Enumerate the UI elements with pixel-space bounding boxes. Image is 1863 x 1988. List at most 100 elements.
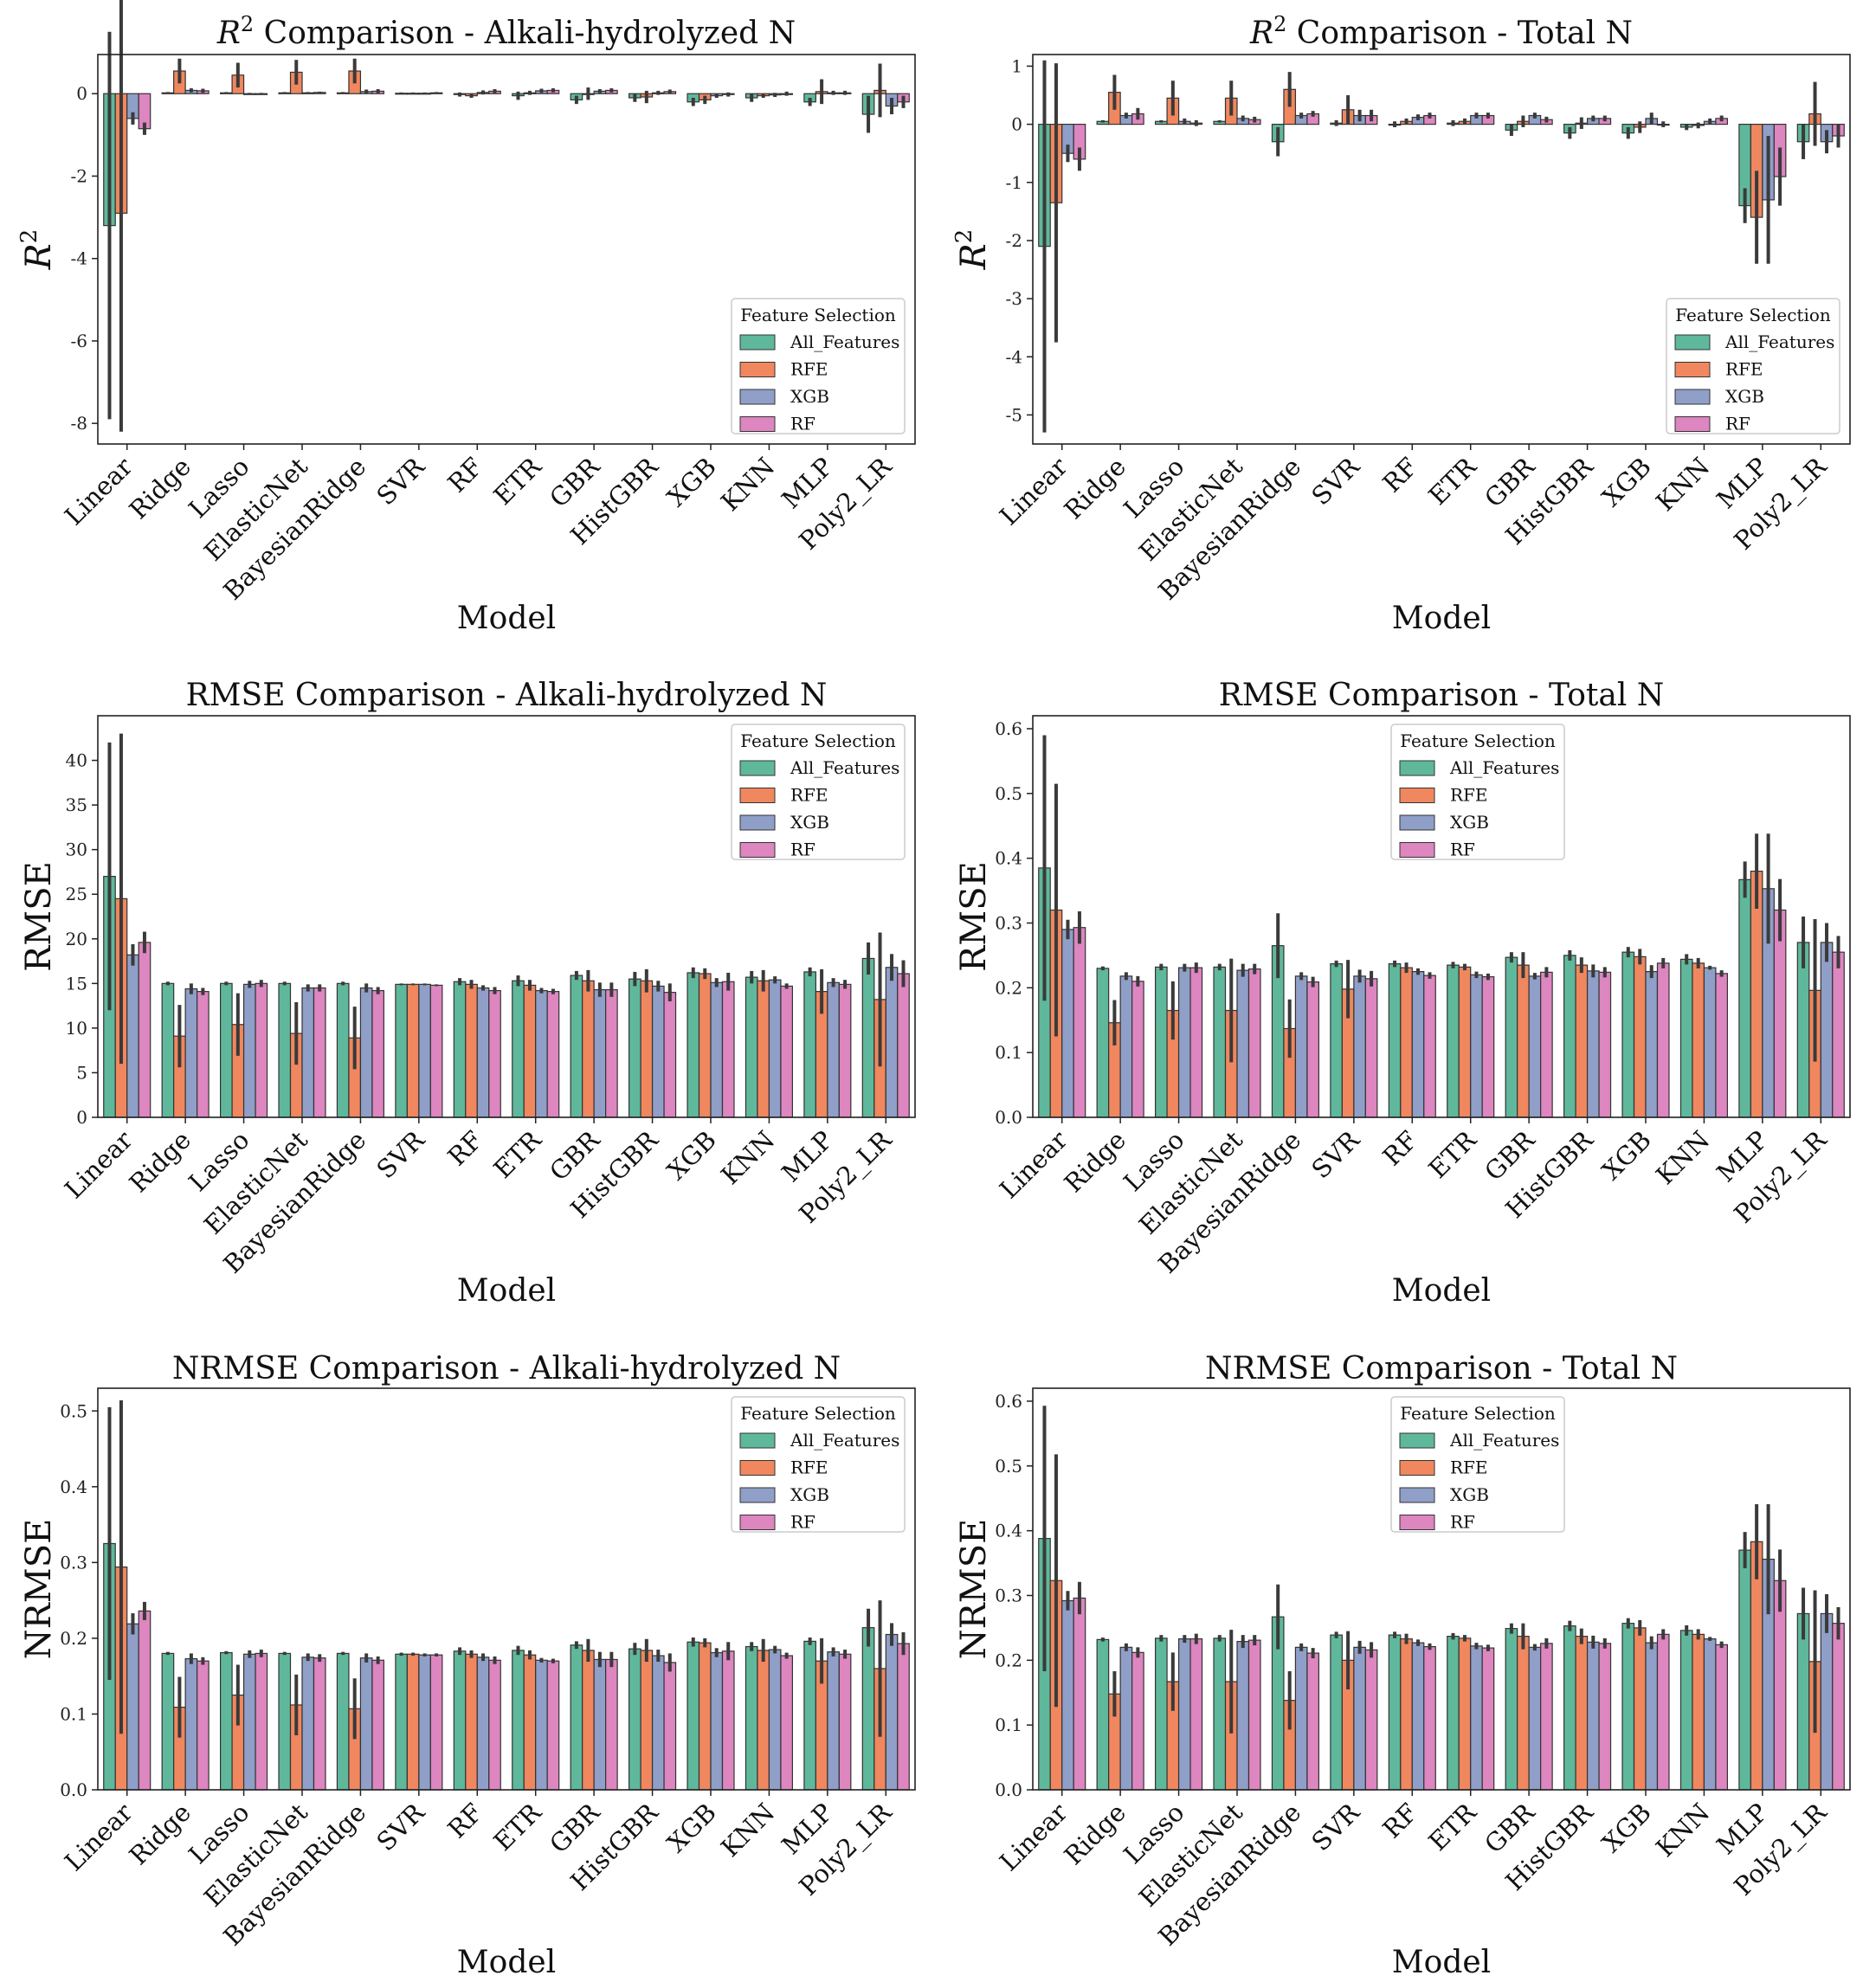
bar-rf-xgb [1656, 1633, 1670, 1791]
legend-label-xgb: XGB [790, 386, 829, 407]
bar-rf-gbr [605, 1658, 618, 1791]
chart-panel-2: R2 Comparison - Total N 1 0 -1 -2 -3 -4 -5 R2 Lin… [951, 12, 1851, 636]
plot-frame [97, 54, 916, 445]
bar-xgb-xgb [1645, 971, 1659, 1118]
x-tick-label-rf: RF [442, 1125, 489, 1172]
legend-swatch-xgb [739, 389, 776, 405]
legend-label-rf: RF [790, 1512, 815, 1533]
bar-rf-gbr [1540, 1643, 1553, 1791]
bar-rf-knn [1715, 973, 1729, 1118]
bar-all_features-poly2_lr [861, 1627, 875, 1791]
bar-all_features-gbr [1505, 1628, 1518, 1791]
y-tick-label: 0.3 [995, 912, 1022, 933]
bar-rf-elasticnet [313, 987, 326, 1118]
bar-xgb-bayesianridge [359, 987, 373, 1118]
bar-xgb-elasticnet [1236, 969, 1250, 1118]
bar-rfe-xgb [698, 1642, 712, 1791]
bar-rf-rf [1423, 1646, 1436, 1791]
bar-rf-svr [429, 1654, 443, 1791]
bar-xgb-gbr [1528, 1646, 1542, 1791]
y-tick-label: -5 [1006, 404, 1022, 425]
x-tick-label-etr: ETR [1423, 451, 1483, 511]
y-tick-label: 35 [66, 795, 87, 815]
legend-label-rfe: RFE [790, 785, 828, 806]
legend-label-rfe: RFE [790, 1457, 828, 1478]
bar-all_features-xgb [687, 972, 700, 1118]
legend-swatch-xgb [739, 1487, 776, 1503]
bar-all_features-elasticnet [1213, 966, 1227, 1118]
y-tick-label: 10 [66, 1018, 87, 1039]
legend-label-all_features: All_Features [790, 1430, 899, 1451]
bar-rfe-rf [1400, 967, 1413, 1118]
bar-rfe-xgb [1633, 955, 1647, 1118]
chart-panel-1: R2 Comparison - Alkali-hydrolyzed N 0 -2 -4… [16, 0, 916, 636]
title-sup: 2 [1273, 12, 1286, 36]
y-tick-label: 0.0 [60, 1779, 87, 1800]
legend-label-rfe: RFE [790, 359, 828, 380]
y-tick-label: 0.3 [995, 1585, 1022, 1605]
bar-all_features-gbr [570, 975, 583, 1118]
y-tick-label: 15 [66, 973, 87, 994]
x-tick-label-knn: KNN [715, 452, 780, 517]
bar-rfe-rf [1400, 1638, 1413, 1791]
title-text: Comparison - Alkali-hydrolyzed N [254, 16, 796, 51]
x-tick-label-etr: ETR [1423, 1124, 1483, 1184]
x-axis-label: Model [1392, 1945, 1491, 1980]
bar-rf-etr [1481, 1647, 1495, 1791]
x-tick-label-ridge: Ridge [1059, 1125, 1131, 1198]
bar-rf-mlp [1773, 1579, 1787, 1791]
y-tick-label: 0.2 [995, 1650, 1022, 1670]
legend-label-xgb: XGB [1450, 1484, 1489, 1505]
legend-swatch-rf [1674, 416, 1711, 432]
bar-rf-ridge [1131, 981, 1144, 1118]
bar-xgb-linear [1061, 1599, 1074, 1791]
legend-label-rf: RF [1725, 414, 1750, 434]
bar-all_features-poly2_lr [861, 957, 875, 1118]
bar-rf-svr [1364, 978, 1378, 1118]
y-tick-label: 0 [76, 83, 87, 104]
bar-all_features-gbr [570, 1644, 583, 1791]
legend-label-rf: RF [790, 414, 815, 434]
bar-all_features-knn [745, 1645, 758, 1791]
bar-rf-histgbr [663, 1662, 677, 1791]
x-tick-label-etr: ETR [488, 1124, 548, 1184]
legend-swatch-rfe [739, 788, 776, 803]
bar-xgb-knn [768, 1649, 782, 1791]
bar-all_features-xgb [687, 1641, 700, 1791]
bar-rf-knn [1715, 1644, 1729, 1791]
bar-all_features-mlp [803, 1640, 816, 1791]
bar-rfe-etr [523, 984, 537, 1118]
x-tick-label-knn: KNN [1650, 1125, 1715, 1190]
x-tick-label-svr: SVR [371, 1124, 430, 1184]
chart-panel-5: NRMSE Comparison - Alkali-hydrolyzed N 0.… [19, 1351, 916, 1980]
bar-all_features-rf [453, 1650, 467, 1791]
bar-rfe-knn [757, 980, 770, 1118]
chart-title: NRMSE Comparison - Alkali-hydrolyzed N [172, 1351, 841, 1386]
bar-rfe-svr [406, 1653, 420, 1791]
y-axis-label: NRMSE [954, 1519, 994, 1660]
plot-frame [1032, 54, 1851, 445]
bar-xgb-knn [1703, 967, 1717, 1118]
bar-rfe-svr [406, 983, 420, 1118]
bar-all_features-ridge [161, 1652, 175, 1791]
bar-rf-etr [546, 991, 560, 1118]
bar-all_features-poly2_lr [1796, 1612, 1810, 1791]
x-axis-label: Model [1392, 1273, 1491, 1309]
bar-xgb-xgb [710, 1651, 724, 1791]
legend-swatch-xgb [739, 814, 776, 831]
bar-rf-lasso [1189, 1638, 1203, 1791]
y-tick-label: -2 [1006, 230, 1022, 251]
chart-title: R2 Comparison - Alkali-hydrolyzed N [216, 12, 796, 51]
legend-label-all_features: All_Features [1449, 757, 1559, 778]
bar-rfe-knn [1692, 962, 1705, 1118]
x-tick-label-rf: RF [1377, 1798, 1424, 1844]
bar-rfe-gbr [1517, 1636, 1530, 1791]
bar-all_features-svr [395, 983, 408, 1118]
x-tick-label-ridge: Ridge [1059, 452, 1131, 524]
bar-all_features-rf [1388, 963, 1402, 1118]
y-tick-label: -3 [1006, 288, 1022, 309]
x-tick-label-linear: Linear [994, 1798, 1073, 1877]
legend-swatch-all_features [739, 1432, 776, 1449]
bar-rf-xgb [721, 1650, 735, 1791]
